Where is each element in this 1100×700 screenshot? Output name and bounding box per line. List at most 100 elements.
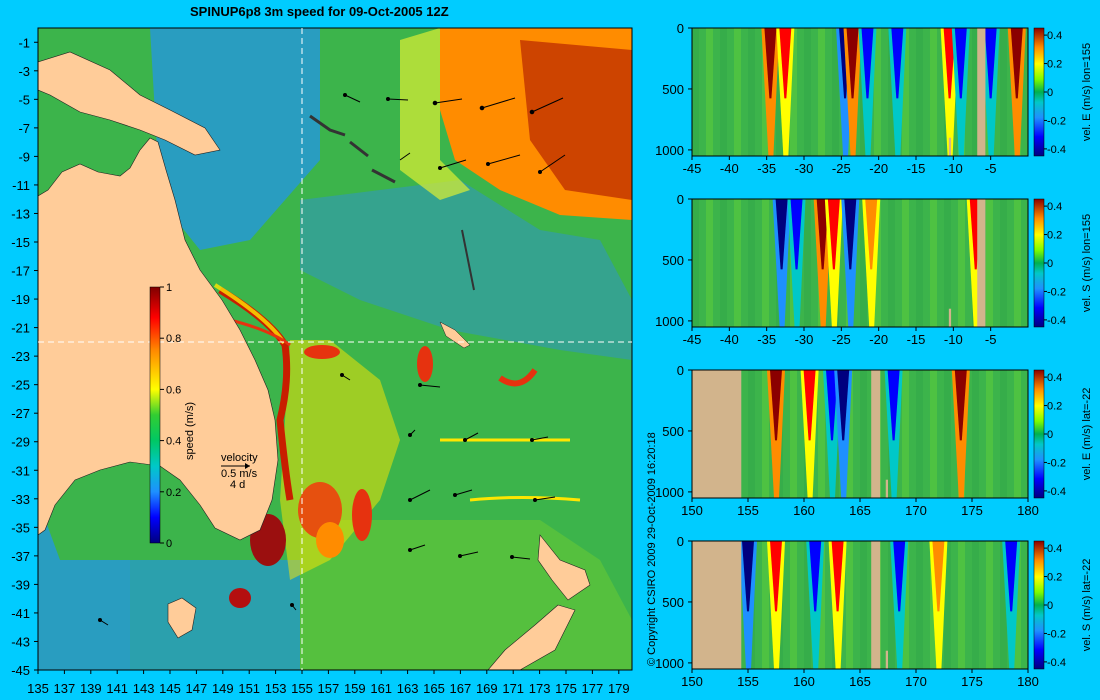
section-colorbar-label: vel. S (m/s) lat=-22: [1081, 559, 1093, 652]
section-striation: [720, 199, 727, 327]
map-x-tick-label: 151: [238, 681, 260, 696]
map-colorbar-tick-label: 0.8: [166, 333, 181, 345]
section-feature: [887, 370, 900, 441]
map-y-tick-label: -13: [11, 206, 30, 221]
section-colorbar-tick-label: 0.2: [1047, 59, 1062, 71]
section-striation: [804, 541, 811, 669]
section-x-tick-label: -45: [683, 161, 702, 176]
section-feature: [770, 370, 782, 441]
map-y-tick-label: -5: [18, 92, 30, 107]
section-colorbar-tick-label: -0.2: [1047, 628, 1066, 640]
map-eddy-7: [417, 346, 433, 382]
section-striation: [804, 199, 811, 327]
map-colorbar: [149, 286, 161, 544]
section-feature: [837, 370, 850, 441]
map-y-tick-label: -17: [11, 264, 30, 279]
map-x-tick-label: 171: [502, 681, 524, 696]
section-x-tick-label: -5: [985, 332, 997, 347]
section-x-tick-label: 170: [905, 674, 927, 689]
section-striation: [1000, 370, 1007, 498]
section-x-tick-label: 160: [793, 674, 815, 689]
section-feature: [790, 199, 803, 270]
section-colorbar-tick-label: 0.4: [1047, 543, 1062, 555]
section-striation: [1000, 541, 1007, 669]
section-x-tick-label: -10: [944, 161, 963, 176]
section-land: [692, 541, 742, 669]
map-x-tick-label: 145: [159, 681, 181, 696]
section-striation: [916, 541, 923, 669]
section-striation: [860, 370, 867, 498]
section-striation: [958, 541, 965, 669]
map-y-tick-label: -43: [11, 634, 30, 649]
section-x-tick-label: 165: [849, 503, 871, 518]
section-y-tick-label: 1000: [655, 314, 684, 329]
section-colorbar-tick-label: -0.4: [1047, 657, 1066, 669]
section-striation: [902, 541, 909, 669]
map-coral-sea-blue: [300, 180, 632, 360]
map-eddy-5: [229, 588, 251, 608]
section-panel-4: 150 155 160 165 170 175 180 0 500 1000 0.4 0.2 0 -0.2…: [655, 534, 1093, 689]
section-y-tick-label: 1000: [655, 656, 684, 671]
section-x-tick-label: 180: [1017, 674, 1039, 689]
section-striation: [986, 199, 993, 327]
section-land: [692, 370, 742, 498]
map-y-tick-label: -19: [11, 292, 30, 307]
section-y-tick-label: 1000: [655, 143, 684, 158]
section-feature: [844, 199, 857, 270]
section-striation: [818, 28, 825, 156]
section-feature: [831, 541, 844, 612]
section-feature: [865, 199, 878, 270]
section-striation: [818, 370, 825, 498]
section-striation: [818, 541, 825, 669]
section-striation: [888, 541, 895, 669]
section-striation: [916, 370, 923, 498]
map-north-yellow-rim: [400, 28, 470, 200]
section-colorbar-tick-label: 0.2: [1047, 401, 1062, 413]
section-striation: [958, 199, 965, 327]
section-striation: [706, 199, 713, 327]
map-y-tick-label: -1: [18, 35, 30, 50]
map-x-tick-label: 157: [318, 681, 340, 696]
map-y-tick-label: -41: [11, 606, 30, 621]
section-x-tick-label: 175: [961, 503, 983, 518]
map-front-1: [229, 318, 291, 347]
section-land: [948, 137, 952, 156]
section-x-tick-label: 150: [681, 674, 703, 689]
section-striation: [762, 199, 769, 327]
map-land-new-guinea: [38, 51, 221, 156]
map-y-ticks: -1 -3 -5 -7 -9 -11 -13 -15 -17 -19 -21 -23 -25 -27 -29…: [11, 35, 38, 678]
section-striation: [748, 199, 755, 327]
section-y-tick-label: 500: [662, 82, 684, 97]
map-colorbar-tick-label: 1: [166, 282, 172, 294]
section-feature: [893, 541, 906, 612]
section-striation: [1014, 370, 1021, 498]
section-y-tick-label: 500: [662, 253, 684, 268]
section-striation: [888, 199, 895, 327]
velocity-key-duration: 4 d: [230, 479, 245, 491]
map-colorbar-label: speed (m/s): [184, 402, 196, 460]
map-colorbar-tick-label: 0.2: [166, 487, 181, 499]
map-eddy-6: [304, 345, 340, 359]
section-colorbar: [1033, 369, 1045, 499]
map-y-tick-label: -23: [11, 349, 30, 364]
section-striation: [832, 28, 839, 156]
section-feature: [846, 28, 859, 99]
section-striation: [762, 541, 769, 669]
section-land: [871, 541, 881, 669]
section-colorbar-tick-label: 0.2: [1047, 572, 1062, 584]
map-y-tick-label: -33: [11, 492, 30, 507]
section-x-tick-label: -30: [795, 332, 814, 347]
section-striation: [986, 370, 993, 498]
section-striation: [762, 370, 769, 498]
section-x-tick-label: -15: [907, 161, 926, 176]
section-striation: [860, 199, 867, 327]
section-y-tick-label: 500: [662, 424, 684, 439]
map-x-tick-label: 159: [344, 681, 366, 696]
map-frame: [37, 27, 633, 671]
section-striation: [776, 28, 783, 156]
section-striation: [734, 199, 741, 327]
section-striation: [916, 28, 923, 156]
section-feature: [826, 370, 838, 441]
map-x-tick-label: 141: [106, 681, 128, 696]
map-y-tick-label: -35: [11, 520, 30, 535]
